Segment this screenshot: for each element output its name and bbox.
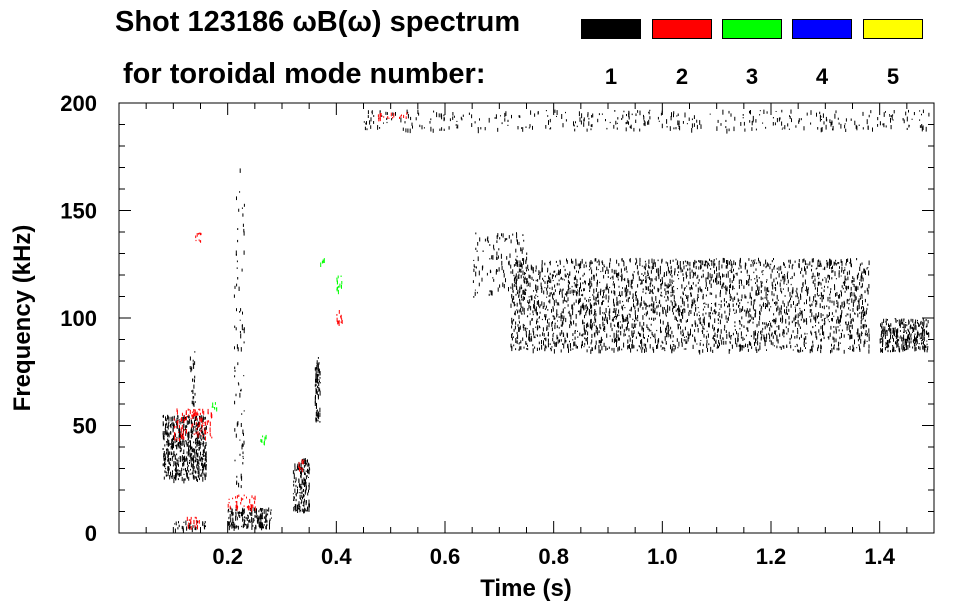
x-tick-label: 1.0 bbox=[647, 544, 678, 569]
spectrum-region-mode-2 bbox=[377, 112, 408, 122]
spectrum-region-mode-2 bbox=[186, 516, 200, 530]
spectrum-region-mode-1 bbox=[189, 351, 196, 407]
spectrum-region-mode-2 bbox=[195, 232, 202, 243]
legend-swatch-mode-3 bbox=[722, 19, 782, 39]
y-tick-label: 100 bbox=[60, 306, 97, 331]
y-tick-label: 150 bbox=[60, 199, 97, 224]
spectrum-region-mode-1 bbox=[227, 507, 272, 531]
spectrum-region-mode-2 bbox=[173, 408, 213, 442]
axis-ticks: 0.2 0.4 0.6 0.8 1.0 1.2 1.4 0 50 100 150 200 bbox=[60, 91, 934, 569]
spectrum-region-mode-3 bbox=[211, 402, 218, 412]
spectrum-region-mode-3 bbox=[260, 434, 267, 446]
legend-label-mode-2: 2 bbox=[675, 64, 689, 89]
spectrum-region-mode-2 bbox=[298, 459, 305, 473]
spectrum-region-mode-1 bbox=[292, 458, 311, 514]
spectrum-region-mode-2 bbox=[227, 494, 256, 512]
x-tick-label: 0.6 bbox=[430, 544, 461, 569]
x-tick-label: 0.8 bbox=[538, 544, 569, 569]
x-tick-label: 1.4 bbox=[864, 544, 895, 569]
y-tick-label: 50 bbox=[73, 414, 97, 439]
chart-title-line1: Shot 123186 ωB(ω) spectrum bbox=[115, 6, 521, 38]
spectrum-region-mode-1 bbox=[162, 414, 207, 484]
spectrum-region-mode-1 bbox=[879, 318, 930, 353]
legend-label-mode-1: 1 bbox=[604, 64, 618, 89]
spectrum-region-mode-1 bbox=[363, 109, 930, 134]
spectrum-region-mode-1 bbox=[174, 520, 206, 533]
plot-frame bbox=[118, 102, 935, 534]
legend-swatch-mode-2 bbox=[652, 19, 712, 39]
y-tick-label: 200 bbox=[60, 91, 97, 116]
legend-swatch-mode-4 bbox=[792, 19, 852, 39]
spectrum-region-mode-1 bbox=[233, 168, 245, 489]
y-tick-label: 0 bbox=[85, 521, 97, 546]
spectrum-region-mode-1 bbox=[314, 357, 321, 423]
x-tick-label: 0.4 bbox=[321, 544, 352, 569]
chart-title-line2: for toroidal mode number: bbox=[123, 58, 486, 90]
legend-swatch-mode-5 bbox=[863, 19, 923, 39]
spectrum-marks bbox=[162, 109, 930, 533]
x-axis-title: Time (s) bbox=[480, 575, 572, 602]
y-axis-title: Frequency (kHz) bbox=[9, 225, 36, 412]
spectrum-region-mode-2 bbox=[336, 310, 343, 326]
spectrum-region-mode-3 bbox=[336, 275, 343, 295]
legend-label-mode-5: 5 bbox=[886, 64, 900, 89]
x-tick-label: 1.2 bbox=[756, 544, 787, 569]
x-tick-label: 0.2 bbox=[212, 544, 243, 569]
legend-label-mode-4: 4 bbox=[815, 64, 829, 89]
legend-swatch-mode-1 bbox=[581, 19, 641, 39]
spectrum-region-mode-1 bbox=[472, 232, 528, 300]
spectrum-region-mode-1 bbox=[510, 257, 870, 355]
spectrum-region-mode-3 bbox=[320, 258, 325, 267]
legend-label-mode-3: 3 bbox=[745, 64, 759, 89]
